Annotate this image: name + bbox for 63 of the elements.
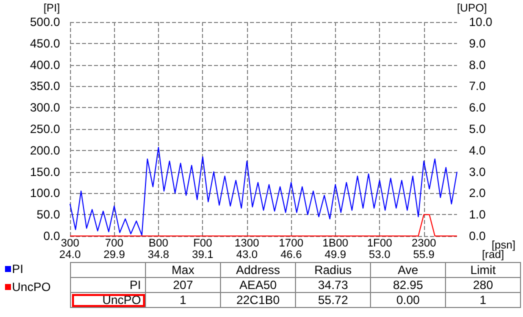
text: 24.0 [59, 249, 81, 261]
text: 34.73 [296, 278, 370, 292]
legend-label: UncPO [12, 280, 51, 294]
x-tick-label: 2300 [412, 238, 436, 250]
text: 280 [446, 278, 520, 292]
y2-tick-label: 3.0 [469, 164, 486, 179]
text: 1 [146, 292, 220, 308]
text: 55.72 [296, 292, 370, 308]
y2-axis-title: [UPO] [457, 2, 487, 14]
text: Address [220, 262, 296, 278]
text: Radius [296, 262, 370, 278]
y-tick-label: 250.0 [30, 122, 60, 136]
x-tick-label: B00 [148, 238, 168, 250]
y-axis-title: [PI] [43, 2, 60, 14]
text: 55.9 [413, 249, 435, 261]
text: 49.9 [324, 249, 346, 261]
y-tick-label: 50.0 [36, 208, 60, 222]
text: 1 [446, 292, 520, 308]
y2-tick-label: 4.0 [469, 143, 486, 158]
legend-label: PI [12, 262, 24, 276]
y2-tick-label: 5.0 [469, 122, 486, 136]
text: 0.00 [370, 292, 446, 308]
x-tick-label: 1F00 [367, 238, 392, 250]
x-tick-label: 1300 [234, 238, 260, 250]
y2-tick-label: 1.0 [469, 208, 486, 222]
x-tick-label: 700 [105, 238, 124, 250]
text: 34.8 [148, 249, 170, 261]
x-tick-label: 1700 [278, 238, 304, 250]
text: 207 [146, 278, 220, 292]
x-tick-label: F00 [193, 238, 212, 250]
y-tick-label: 450.0 [30, 36, 60, 50]
x-tick-label: 300 [60, 238, 80, 250]
y2-tick-label: 6.0 [469, 100, 486, 115]
y-tick-label: 300.0 [30, 100, 60, 115]
y2-tick-label: 7.0 [469, 79, 486, 94]
text: Max [146, 262, 220, 278]
y-tick-label: 200.0 [30, 143, 60, 158]
text: AEA50 [220, 278, 296, 292]
y-tick-label: 400.0 [30, 58, 60, 72]
x-axis-title: [psn] [492, 240, 516, 252]
text: Ave [370, 262, 446, 278]
text: 46.6 [280, 249, 302, 261]
text: 53.0 [368, 249, 390, 261]
text: 22C1B0 [220, 292, 296, 308]
y2-tick-label: 9.0 [469, 36, 486, 50]
y-tick-label: 500.0 [30, 15, 60, 29]
y2-tick-label: 10.0 [469, 15, 493, 29]
y2-tick-label: 8.0 [469, 58, 486, 72]
text: PI [130, 278, 141, 292]
text: [rad] [482, 249, 504, 261]
text: 39.1 [192, 249, 214, 261]
text: UncPO [102, 293, 141, 307]
y-tick-label: 350.0 [30, 79, 60, 94]
text: 43.0 [236, 249, 258, 261]
x-tick-label: 1B00 [322, 238, 348, 250]
text: 29.9 [104, 249, 125, 261]
y-tick-label: 0.0 [43, 229, 60, 243]
text: 82.95 [370, 278, 446, 292]
y2-tick-label: 2.0 [469, 186, 486, 200]
text: Limit [446, 262, 520, 278]
y-tick-label: 150.0 [30, 164, 60, 179]
y2-tick-label: 0.0 [469, 229, 486, 243]
y-tick-label: 100.0 [30, 186, 60, 200]
